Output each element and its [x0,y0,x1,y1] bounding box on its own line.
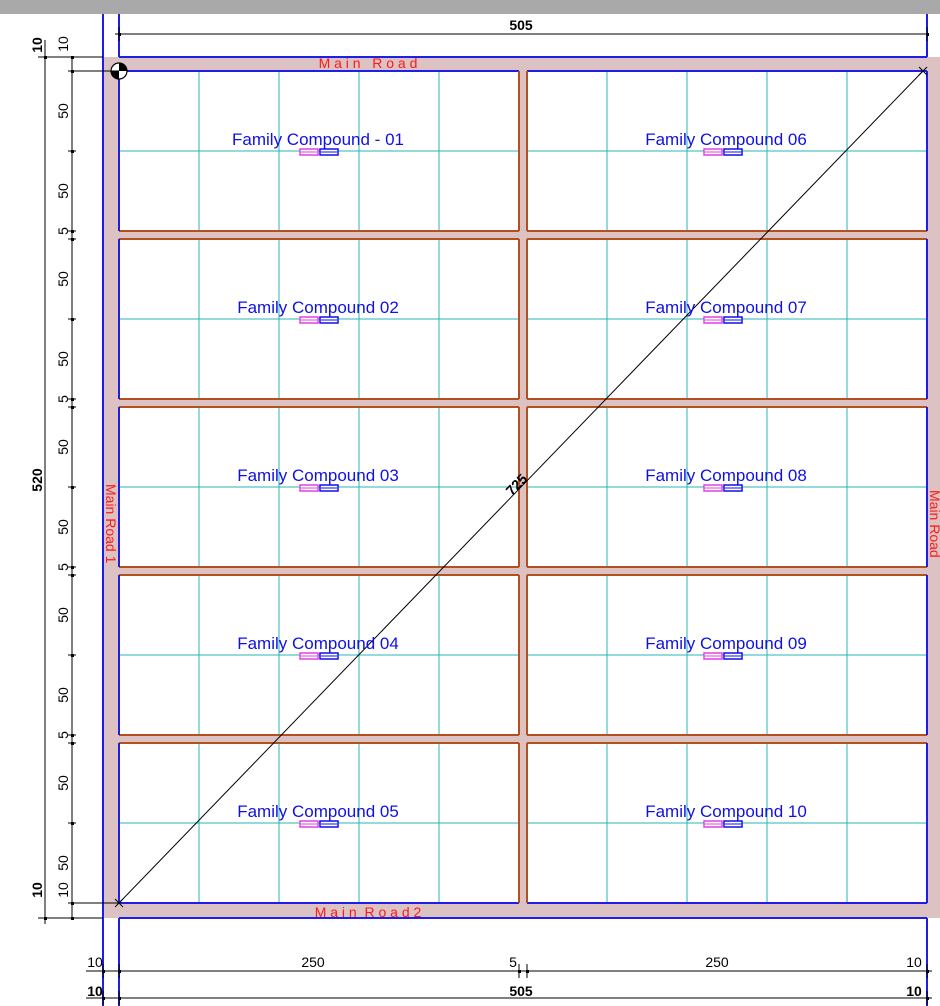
compound-label-6: Family Compound 06 [645,130,807,149]
dim-left-inner-9: 50 [55,519,71,535]
window-top-bar [0,0,940,14]
dim-left-inner-12: 50 [55,687,71,703]
dim-left-inner-6: 50 [55,351,71,367]
dim-left-inner-13: 5 [55,731,71,739]
compound-marker-icon-2 [299,316,339,324]
plot-grid-3 [120,408,518,566]
dim-bottom-2-c: 10 [906,983,922,999]
compound-marker-icon-7 [703,316,743,324]
dim-left-inner-2: 50 [55,103,71,119]
plot-grid-5 [120,744,518,902]
dim-left-inner-11: 50 [55,607,71,623]
compound-markers [299,148,743,828]
compound-marker-icon-6 [703,148,743,156]
dim-left-inner-15: 50 [55,855,71,871]
dim-bottom-2-b: 505 [509,983,533,999]
compound-marker-icon-10 [703,820,743,828]
compound-marker-icon-3 [299,484,339,492]
compound-marker-icon-5 [299,820,339,828]
plot-grid-2 [120,240,518,398]
dimension-ticks [38,27,929,1005]
road-label-bottom: M a i n R o a d 2 [315,904,422,920]
compound-labels: Family Compound - 01 Family Compound 02 Fa… [232,130,807,821]
dim-left-inner-3: 50 [55,183,71,199]
compound-label-2: Family Compound 02 [237,298,399,317]
plot-grid-10 [528,744,926,902]
compound-label-5: Family Compound 05 [237,802,399,821]
left-inner-dimensions: 10 50 50 5 50 50 5 50 50 5 50 50 5 50 50 10 [55,36,71,898]
compound-marker-icon-8 [703,484,743,492]
dim-left-outer-total: 520 [29,468,45,492]
dim-left-inner-4: 5 [55,227,71,235]
dim-left-inner-10: 5 [55,563,71,571]
compound-label-4: Family Compound 04 [237,634,399,653]
dim-bottom-1-d: 250 [705,954,729,970]
dim-top-total: 505 [509,17,533,33]
dim-left-outer-bottom: 10 [29,882,45,898]
plot-grid-1 [120,72,518,230]
road-label-right: Main Road [927,490,940,558]
dim-bottom-1-a: 10 [87,954,103,970]
compound-label-1: Family Compound - 01 [232,130,404,149]
dim-bottom-1-c: 5 [509,954,517,970]
dim-left-outer-top: 10 [29,37,45,53]
plot-grid-lines [120,72,926,902]
compound-label-8: Family Compound 08 [645,466,807,485]
road-label-left: Main Road 1 [103,484,119,564]
compound-label-7: Family Compound 07 [645,298,807,317]
compound-marker-icon-9 [703,652,743,660]
dim-left-inner-8: 50 [55,439,71,455]
dim-left-inner-16: 10 [55,882,71,898]
compound-label-9: Family Compound 09 [645,634,807,653]
dim-left-inner-1: 10 [55,36,71,52]
dim-bottom-1-b: 250 [301,954,325,970]
dim-left-inner-14: 50 [55,775,71,791]
dim-bottom-1-e: 10 [906,954,922,970]
dim-left-inner-7: 5 [55,395,71,403]
compound-label-3: Family Compound 03 [237,466,399,485]
plot-grid-6 [528,72,926,230]
plot-grid-9 [528,576,926,734]
road-label-top: M a i n R o a d [319,55,418,71]
compound-marker-icon-4 [299,652,339,660]
compound-marker-icon-1 [299,148,339,156]
diagonal-line [118,70,924,904]
road-edges [102,14,928,1006]
dim-bottom-2-a: 10 [87,983,103,999]
compound-label-10: Family Compound 10 [645,802,807,821]
dim-left-inner-5: 50 [55,271,71,287]
